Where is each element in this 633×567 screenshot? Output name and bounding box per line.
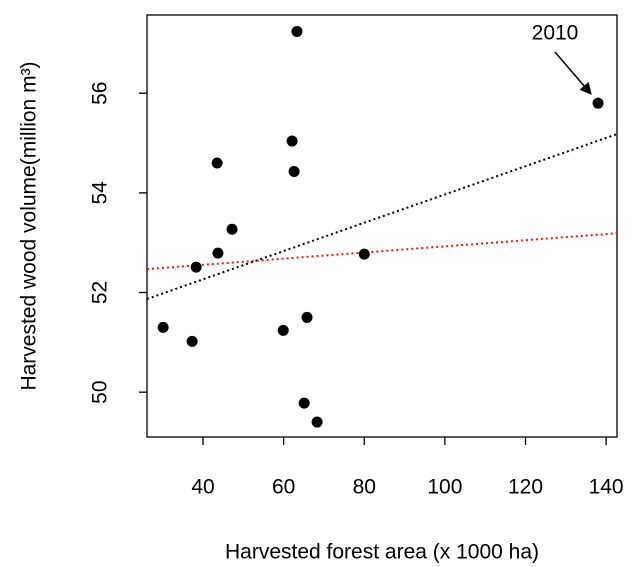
point [291, 25, 303, 37]
trend-line [146, 133, 618, 300]
y-tick-label: 56 [89, 82, 112, 105]
x-tick-label: 100 [427, 476, 462, 499]
x-tick-label: 80 [353, 476, 376, 499]
point [298, 397, 310, 409]
point [301, 311, 313, 323]
point [157, 321, 169, 333]
trend-line [146, 232, 618, 271]
x-tick-label: 60 [272, 476, 295, 499]
x-axis-label: Harvested forest area (x 1000 ha) [225, 541, 539, 564]
point [226, 223, 238, 235]
point [592, 97, 604, 109]
y-tick-label: 50 [89, 380, 112, 403]
x-tick-label: 140 [589, 476, 624, 499]
annotation: 2010 [532, 22, 579, 45]
y-tick-label: 52 [89, 281, 112, 304]
point [190, 261, 202, 273]
point [211, 157, 223, 169]
point [358, 248, 370, 260]
y-axis-label: Harvested wood volume(million m³) [18, 61, 41, 390]
point [186, 335, 198, 347]
annotation-arrow [554, 51, 592, 95]
x-tick-label: 120 [508, 476, 543, 499]
x-tick-label: 40 [191, 476, 214, 499]
point [288, 165, 300, 177]
point [277, 324, 289, 336]
point [286, 135, 298, 147]
plot-frame [146, 14, 618, 438]
y-tick-label: 54 [89, 181, 112, 205]
point [311, 416, 323, 428]
point [212, 247, 224, 259]
